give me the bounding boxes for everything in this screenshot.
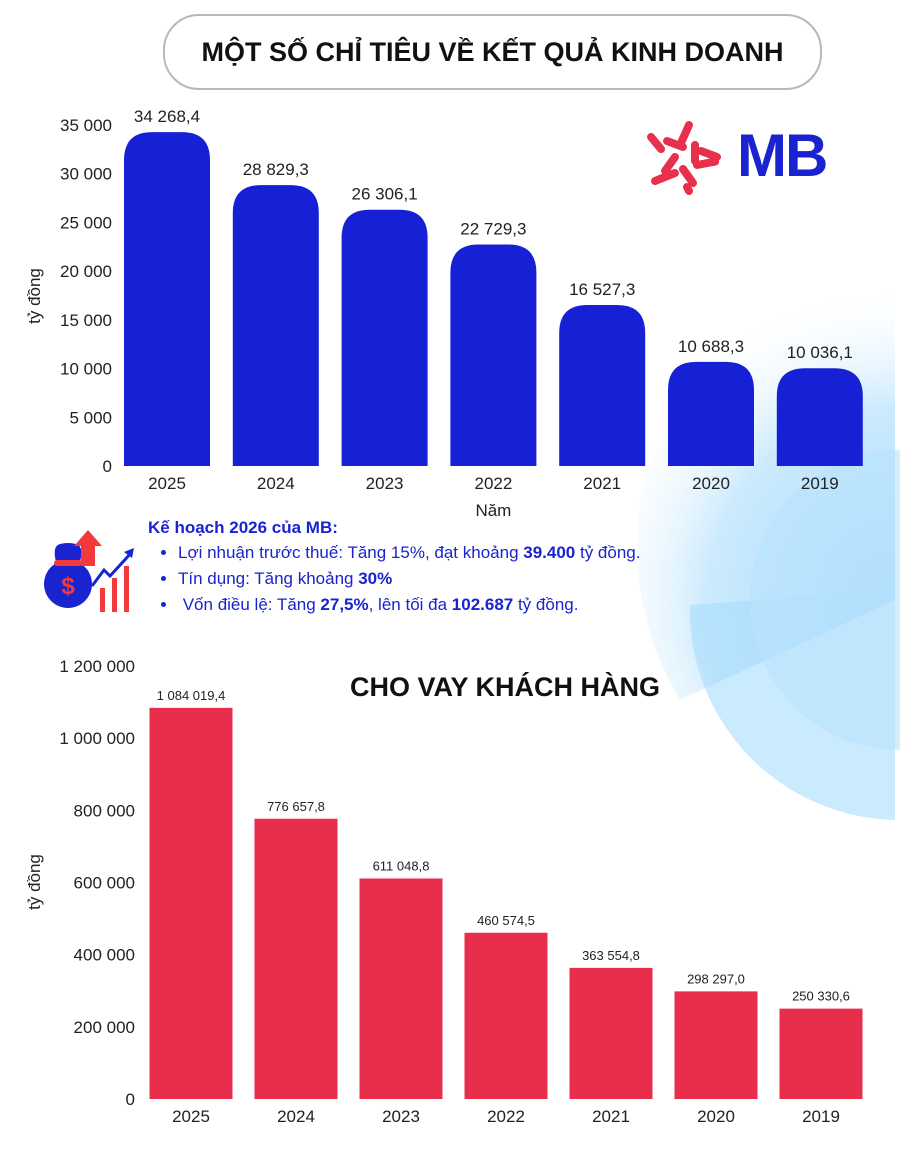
data-label: 34 268,4 [134, 107, 200, 126]
data-label: 611 048,8 [373, 859, 430, 874]
data-label: 16 527,3 [569, 280, 635, 299]
mb-star-icon [647, 121, 721, 195]
x-tick-label: 2023 [366, 474, 404, 493]
plan-item: Lợi nhuận trước thuế: Tăng 15%, đạt khoả… [178, 540, 640, 566]
plan-highlight: 27,5% [320, 595, 369, 614]
x-tick-label: 2023 [382, 1107, 420, 1126]
plan-title: Kế hoạch 2026 của MB: [148, 518, 338, 537]
data-label: 298 297,0 [687, 971, 745, 986]
y-tick-label: 0 [126, 1090, 135, 1109]
money-bag-growth-icon: $ [44, 530, 134, 612]
mb-logo: MB [645, 115, 828, 195]
x-tick-label: 2022 [474, 474, 512, 493]
plan-highlight: 102.687 [451, 595, 514, 614]
plan-text: Lợi nhuận trước thuế: Tăng 15%, đạt khoả… [178, 543, 524, 562]
bar-2020 [668, 361, 754, 466]
plan-text: , lên tối đa [368, 595, 452, 614]
bar-2021 [569, 967, 653, 1099]
bar-2019 [779, 1008, 863, 1099]
y-axis-label: tỷ đồng [25, 854, 44, 910]
y-tick-label: 5 000 [69, 408, 112, 427]
data-label: 776 657,8 [267, 799, 325, 814]
x-tick-label: 2025 [172, 1107, 210, 1126]
y-tick-label: 15 000 [60, 311, 112, 330]
bar-2022 [464, 932, 548, 1099]
data-label: 1 084 019,4 [157, 688, 226, 703]
chart-title: CHO VAY KHÁCH HÀNG [350, 671, 660, 702]
data-label: 10 036,1 [787, 343, 853, 362]
x-tick-label: 2020 [692, 474, 730, 493]
x-tick-label: 2025 [148, 474, 186, 493]
x-tick-label: 2019 [802, 1107, 840, 1126]
data-label: 26 306,1 [352, 185, 418, 204]
bar-2019 [776, 368, 863, 466]
y-tick-label: 20 000 [60, 262, 112, 281]
y-tick-label: 10 000 [60, 360, 112, 379]
profit-chart: 0 5 000 10 000 15 000 20 000 25 000 30 000 35 0… [25, 107, 863, 520]
plan-text: tỷ đồng. [575, 543, 641, 562]
mb-logo-text: MB [737, 121, 828, 189]
bar-2025 [149, 707, 233, 1099]
y-tick-label: 400 000 [74, 946, 135, 965]
plan-item: Tín dụng: Tăng khoảng 30% [178, 566, 640, 592]
bar-2025 [124, 132, 210, 466]
y-tick-label: 25 000 [60, 213, 112, 232]
plan-text: Tín dụng: Tăng khoảng [178, 569, 359, 588]
y-tick-label: 800 000 [74, 801, 135, 820]
x-tick-label: 2022 [487, 1107, 525, 1126]
bar-2021 [559, 304, 646, 466]
svg-text:$: $ [61, 573, 75, 600]
y-tick-label: 600 000 [74, 874, 135, 893]
x-tick-label: 2021 [583, 474, 621, 493]
data-label: 460 574,5 [477, 913, 535, 928]
data-label: 22 729,3 [460, 220, 526, 239]
y-tick-label: 35 000 [60, 116, 112, 135]
bar-2023 [341, 209, 428, 466]
page-title: MỘT SỐ CHỈ TIÊU VỀ KẾT QUẢ KINH DOANH [163, 14, 822, 90]
data-label: 363 554,8 [582, 948, 640, 963]
data-label: 250 330,6 [792, 989, 850, 1004]
bar-2022 [450, 244, 537, 466]
bar-2023 [359, 878, 443, 1099]
x-axis-label: Năm [475, 501, 511, 520]
bar-2024 [232, 185, 319, 467]
y-tick-label: 1 200 000 [59, 657, 135, 676]
plan-highlight: 30% [358, 569, 393, 588]
y-axis-label: tỷ đồng [25, 268, 44, 324]
x-tick-label: 2024 [277, 1107, 315, 1126]
y-tick-label: 0 [103, 457, 112, 476]
y-tick-label: 1 000 000 [59, 729, 135, 748]
y-tick-label: 200 000 [74, 1018, 135, 1037]
x-tick-label: 2024 [257, 474, 295, 493]
plan-item: Vốn điều lệ: Tăng 27,5%, lên tối đa 102.… [178, 592, 640, 618]
data-label: 10 688,3 [678, 337, 744, 356]
plan-list: Lợi nhuận trước thuế: Tăng 15%, đạt khoả… [160, 540, 640, 618]
bar-2024 [254, 818, 338, 1099]
plan-text: tỷ đồng. [513, 595, 579, 614]
plan-text: Vốn điều lệ: Tăng [178, 595, 321, 614]
x-tick-label: 2021 [592, 1107, 630, 1126]
bar-2020 [674, 991, 758, 1099]
y-tick-label: 30 000 [60, 165, 112, 184]
x-tick-label: 2019 [801, 474, 839, 493]
plan-highlight: 39.400 [523, 543, 576, 562]
data-label: 28 829,3 [243, 160, 309, 179]
x-tick-label: 2020 [697, 1107, 735, 1126]
